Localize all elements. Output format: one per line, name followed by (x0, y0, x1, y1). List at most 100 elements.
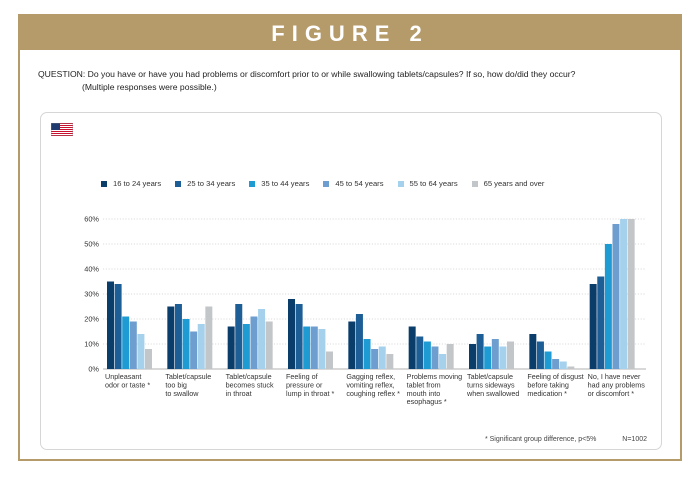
bar (544, 351, 552, 369)
x-tick-label: Gagging reflex, vomiting reflex, coughing … (346, 372, 400, 398)
bar (469, 344, 476, 369)
bar (167, 306, 175, 369)
bar (363, 339, 371, 369)
x-tick-label: Feeling of disgust before taking medicatio… (527, 372, 583, 398)
x-tick-label: Tablet/capsule turns sideways when swallow… (466, 372, 519, 398)
bar (122, 316, 130, 369)
legend-label: 45 to 54 years (335, 179, 384, 188)
bar (355, 314, 363, 369)
x-tick-label-line: No, I have never (588, 372, 641, 381)
bar (423, 341, 431, 369)
bar (371, 349, 379, 369)
bar (507, 341, 514, 369)
bar (295, 304, 303, 369)
footnote: * Significant group difference, p<5% N=1… (485, 436, 647, 443)
x-tick-label-line: too big (165, 380, 187, 389)
figure-title: FIGURE 2 (20, 16, 680, 50)
x-tick-label: Unpleasant odor or taste * (105, 372, 150, 389)
bar (446, 344, 454, 369)
x-tick-label-line: esophagus * (407, 397, 447, 406)
x-tick-label-line: Feeling of disgust (527, 372, 583, 381)
x-tick-label-line: Feeling of (286, 372, 318, 381)
bar (318, 329, 326, 369)
bar (431, 346, 439, 369)
bar (235, 304, 243, 369)
chart-legend: 16 to 24 years 25 to 34 years 35 to 44 yea… (101, 179, 558, 188)
legend-swatch (101, 180, 107, 187)
y-tick-label: 30% (84, 290, 99, 299)
significance-note: * Significant group difference, p<5% (484, 436, 597, 443)
y-tick-label: 40% (84, 265, 99, 274)
y-tick-label: 0% (88, 365, 99, 374)
bar (604, 244, 612, 369)
bar (416, 336, 424, 369)
legend-item: 45 to 54 years (323, 179, 384, 188)
question-text: QUESTION: Do you have or have you had pr… (38, 68, 575, 94)
bar (491, 339, 499, 369)
bar (627, 219, 635, 369)
legend-label: 16 to 24 years (113, 179, 162, 188)
x-tick-label: Tablet/capsule becomes stuck in throat (226, 372, 274, 398)
bar (205, 306, 213, 369)
bar (310, 326, 318, 369)
bar (612, 224, 620, 369)
legend-label: 35 to 44 years (261, 179, 310, 188)
x-tick-label-line: Gagging reflex, (346, 372, 395, 381)
x-tick-label-line: in throat (226, 389, 252, 398)
legend-item: 16 to 24 years (101, 179, 161, 188)
figure-frame: FIGURE 2 QUESTION: Do you have or have y… (18, 14, 682, 461)
x-tick-label: No, I have never had any problems or disco… (588, 372, 646, 398)
x-tick-label-line: Tablet/capsule (226, 372, 272, 381)
bar (567, 366, 575, 369)
x-tick-label-line: coughing reflex * (346, 389, 400, 398)
legend-swatch (397, 180, 404, 187)
bar (250, 316, 258, 369)
bar (529, 334, 537, 369)
bar (552, 359, 560, 369)
bar (536, 341, 544, 369)
bar-chart: 0% 10% 20% 30% 40% 50% 60% Unpleasant odor or ta… (84, 215, 646, 406)
legend-item: 65 years and over (471, 179, 545, 188)
legend-label: 55 to 64 years (409, 179, 458, 188)
x-tick-label-line: Tablet/capsule (165, 372, 211, 381)
x-tick-label-line: becomes stuck (226, 380, 274, 389)
legend-swatch (471, 180, 478, 187)
bar (129, 321, 137, 369)
legend-label: 65 years and over (483, 179, 545, 188)
chart-panel: 16 to 24 years 25 to 34 years 35 to 44 yea… (40, 112, 662, 450)
x-tick-label-line: Unpleasant (105, 372, 141, 381)
bar (145, 349, 152, 369)
bar (408, 326, 416, 369)
y-tick-label: 10% (84, 340, 99, 349)
bar (288, 299, 295, 369)
x-tick-label-line: had any problems (588, 380, 646, 389)
bar (182, 319, 190, 369)
x-tick-label: Tablet/capsule too big to swallow (165, 372, 211, 398)
sample-size: N=1002 (622, 436, 647, 443)
legend-item: 35 to 44 years (249, 179, 309, 188)
bar (378, 346, 386, 369)
legend-swatch (175, 180, 182, 187)
bar (258, 309, 266, 369)
x-tick-label-line: lump in throat * (286, 389, 335, 398)
question-line-2: (Multiple responses were possible.) (82, 82, 217, 92)
x-tick-label: Feeling of pressure or lump in throat * (286, 372, 335, 398)
legend-item: 55 to 64 years (397, 179, 458, 188)
x-tick-label-line: to swallow (165, 389, 199, 398)
bar (242, 324, 250, 369)
bar (589, 284, 597, 369)
legend-label: 25 to 34 years (187, 179, 236, 188)
x-tick-label-line: Problems moving (407, 372, 463, 381)
y-tick-label: 20% (84, 315, 99, 324)
y-tick-label: 50% (84, 240, 99, 249)
bar (137, 334, 145, 369)
x-tick-label: Problems moving tablet from mouth into esop… (407, 372, 463, 406)
legend-swatch (249, 180, 256, 187)
legend-swatch (323, 180, 330, 187)
bar (265, 321, 273, 369)
bar (439, 354, 447, 369)
bar (227, 326, 235, 369)
x-tick-label-line: when swallowed (466, 389, 519, 398)
bar (499, 346, 507, 369)
bar (386, 354, 394, 369)
